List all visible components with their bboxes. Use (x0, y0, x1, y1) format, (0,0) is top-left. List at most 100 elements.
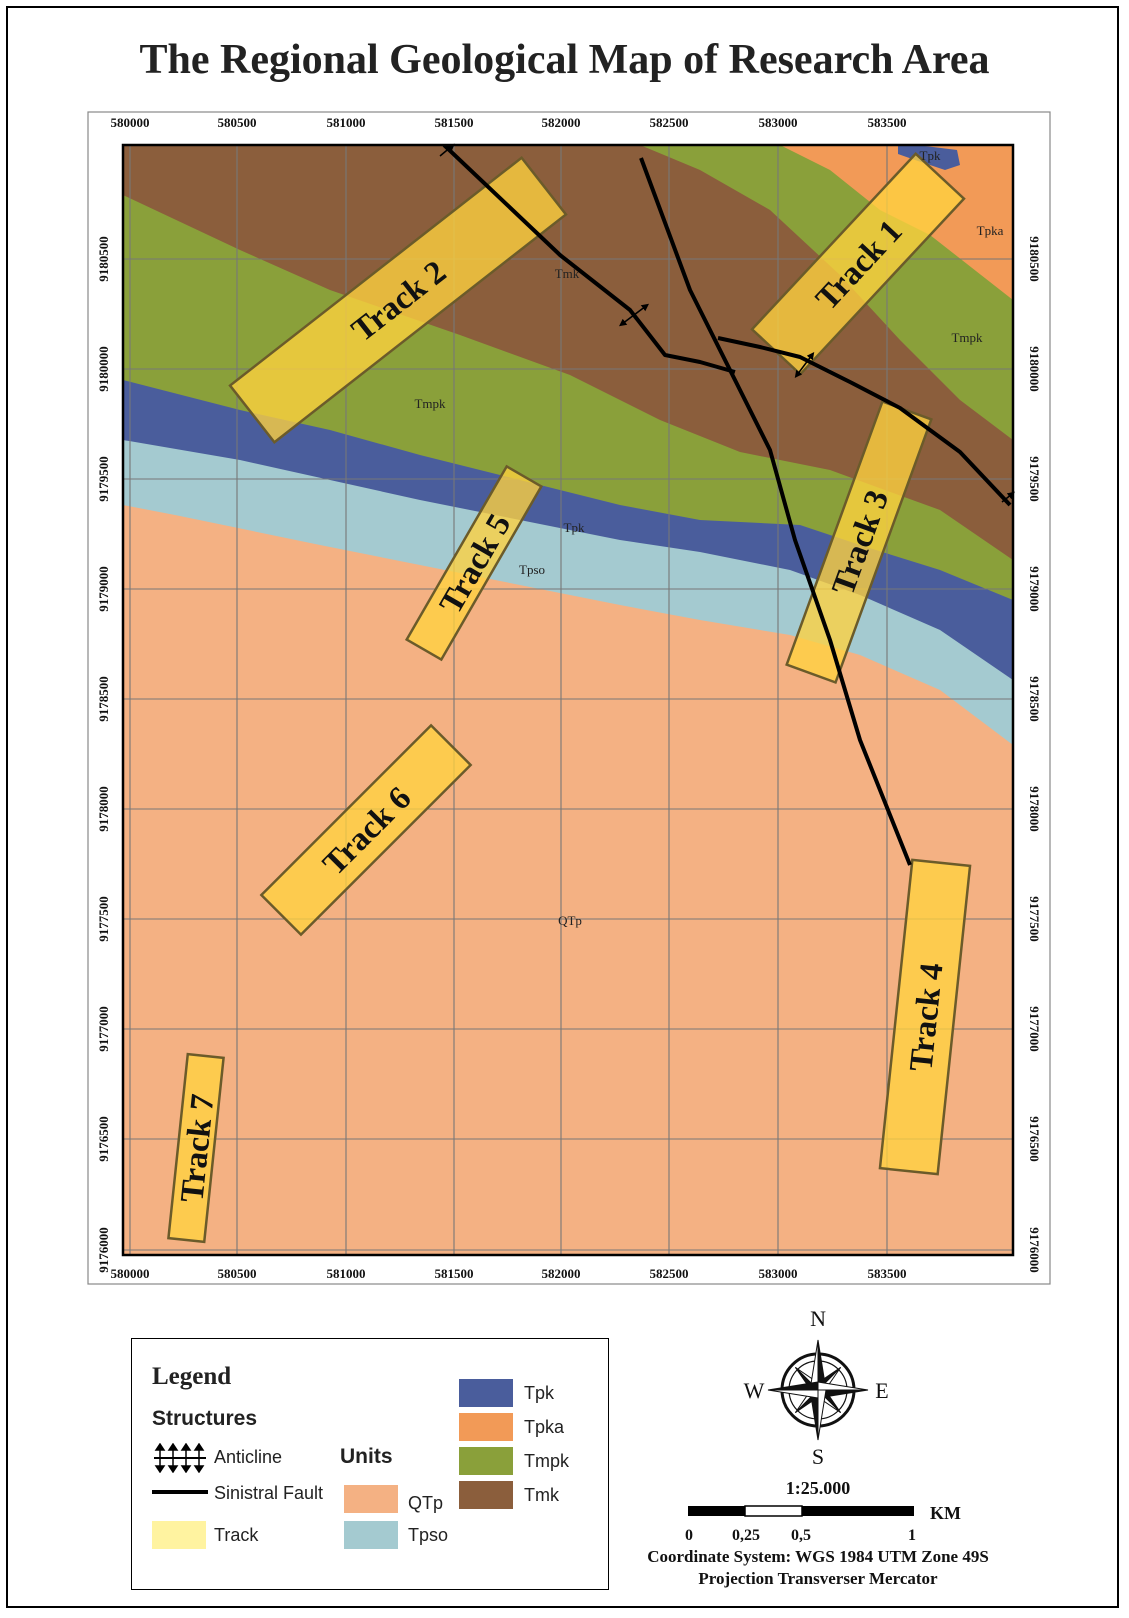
unit-label: QTp (558, 913, 582, 928)
x-tick-label-top: 583500 (868, 115, 907, 130)
units-heading: Units (340, 1445, 393, 1468)
compass-rose-icon: N S E W (744, 1306, 889, 1469)
fault-line-1 (442, 145, 736, 374)
track-label: Track (214, 1525, 259, 1545)
track-rect (404, 464, 544, 662)
unit-label: Tmpk (414, 396, 446, 411)
scale-label: 0,25 (732, 1527, 760, 1544)
y-tick-label-left: 9178500 (96, 676, 111, 722)
unit-labels: Tpk Tpka Tmk Tmpk Tmpk Tpk Tpso QTp (414, 148, 1003, 928)
y-tick-label-right: 9177000 (1027, 1006, 1042, 1052)
x-tick-label-top: 581000 (327, 115, 366, 130)
y-tick-label-right: 9178000 (1027, 786, 1042, 832)
unit-label: Tmk (555, 266, 580, 281)
scale-unit: KM (930, 1503, 961, 1523)
coordinate-system: Coordinate System: WGS 1984 UTM Zone 49S (647, 1547, 989, 1566)
unit-name: Tpka (524, 1417, 565, 1437)
y-tick-label-left: 9178000 (96, 786, 111, 832)
fault-line-2 (639, 157, 912, 866)
x-tick-label-top: 583000 (759, 115, 798, 130)
x-tick-label-bottom: 581000 (327, 1266, 366, 1281)
y-tick-label-left: 9176500 (96, 1116, 111, 1162)
scale-label: 1 (908, 1527, 916, 1544)
unit-tpk-outcrop (898, 145, 960, 170)
x-tick-label-top: 580500 (218, 115, 257, 130)
track-rect (259, 723, 473, 937)
compass-n-label: N (810, 1306, 826, 1331)
compass-s-label: S (812, 1444, 824, 1469)
x-tick-label-bottom: 582000 (542, 1266, 581, 1281)
y-tick-label-left: 9180500 (96, 236, 111, 282)
unit-label: Tpk (920, 148, 941, 163)
track-7: Track 7 (167, 1052, 225, 1244)
y-tick-label-right: 9176500 (1027, 1116, 1042, 1162)
y-tick-label-left: 9177500 (96, 896, 111, 942)
unit-name: Tpso (408, 1525, 449, 1545)
y-tick-label-left: 9179500 (96, 456, 111, 502)
unit-swatch-tmk (459, 1481, 513, 1509)
y-tick-label-right: 9177500 (1027, 896, 1042, 942)
y-tick-label-right: 9179500 (1027, 456, 1042, 502)
scale-bar (688, 1505, 914, 1517)
x-tick-label-top: 582500 (650, 115, 689, 130)
projection: Projection Transverser Mercator (698, 1569, 938, 1588)
unit-name: Tpk (524, 1383, 555, 1403)
x-tick-label-bottom: 583000 (759, 1266, 798, 1281)
tick-labels: 580000 580000 580500 580500 581000 581000 5815… (96, 115, 1042, 1281)
unit-swatch-tpk (459, 1379, 513, 1407)
x-tick-label-top: 581500 (435, 115, 474, 130)
structures-heading: Structures (152, 1407, 258, 1430)
track-rect (167, 1052, 225, 1244)
y-tick-label-left: 9179000 (96, 566, 111, 612)
x-tick-label-top: 580000 (111, 115, 150, 130)
unit-name: Tmpk (524, 1451, 569, 1471)
y-tick-label-right: 9180000 (1027, 346, 1042, 392)
track-rect (878, 858, 972, 1176)
compass-w-label: W (744, 1378, 765, 1403)
scale-label: 0 (685, 1527, 693, 1544)
unit-swatch-tpso (344, 1521, 398, 1549)
map-units (123, 145, 1013, 1255)
unit-label: Tpk (564, 520, 585, 535)
x-tick-label-bottom: 580000 (111, 1266, 150, 1281)
y-tick-label-right: 9178500 (1027, 676, 1042, 722)
unit-tpka-area (780, 145, 1013, 300)
y-tick-label-left: 9176000 (96, 1227, 111, 1273)
track-swatch (152, 1521, 206, 1549)
x-tick-label-bottom: 583500 (868, 1266, 907, 1281)
anticline-arrow-icon (619, 303, 649, 327)
x-tick-label-bottom: 581500 (435, 1266, 474, 1281)
scale-label: 0,5 (791, 1527, 811, 1544)
unit-swatch-qtp (344, 1485, 398, 1513)
anticline-arrow-icon (794, 352, 815, 378)
fault-label: Sinistral Fault (214, 1483, 324, 1503)
unit-name: Tmk (524, 1485, 559, 1505)
faults-layer (442, 145, 1012, 866)
anticline-label: Anticline (214, 1447, 283, 1467)
x-tick-label-bottom: 580500 (218, 1266, 257, 1281)
unit-name: QTp (408, 1493, 444, 1513)
y-tick-label-left: 9177000 (96, 1006, 111, 1052)
unit-swatch-tmpk (459, 1447, 513, 1475)
compass-e-label: E (875, 1378, 888, 1403)
page-frame (6, 6, 1119, 1608)
unit-label: Tpka (977, 223, 1004, 238)
anticline-icon (154, 1443, 206, 1473)
arrow-icon (439, 143, 455, 157)
unit-label: Tpso (519, 562, 545, 577)
page-title: The Regional Geological Map of Research … (139, 37, 990, 83)
fault-line-icon (152, 1490, 208, 1494)
y-tick-label-right: 9179000 (1027, 566, 1042, 612)
y-tick-label-right: 9180500 (1027, 236, 1042, 282)
track-rect (785, 399, 933, 685)
track-2: Track 2 (228, 155, 568, 445)
fault-arrows (439, 143, 1015, 503)
y-tick-label-right: 9176000 (1027, 1227, 1042, 1273)
map-border (121, 143, 1015, 1257)
y-tick-label-left: 9180000 (96, 346, 111, 392)
neatline (87, 111, 1051, 1285)
unit-label: Tmpk (951, 330, 983, 345)
scale-ratio: 1:25.000 (786, 1478, 851, 1498)
track-4: Track 4 (878, 858, 972, 1176)
